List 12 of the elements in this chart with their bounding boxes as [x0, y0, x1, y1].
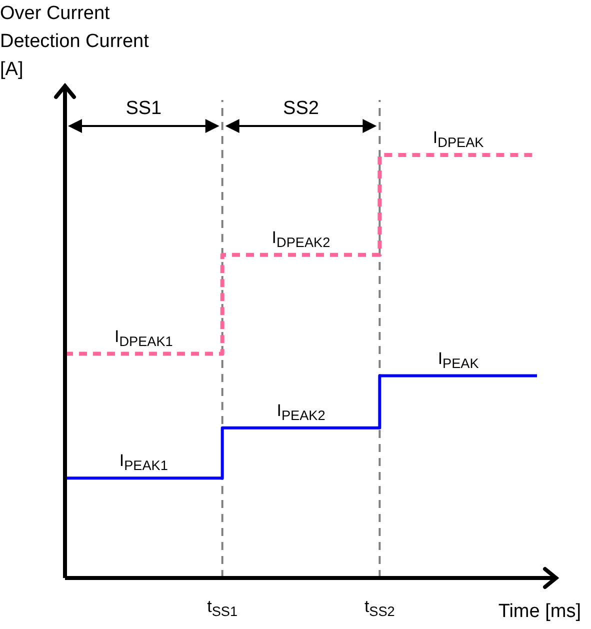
annotation: I$_{PEAK1}$ [119, 451, 168, 473]
x-axis-title: Time [ms] [498, 601, 581, 622]
x-tick-label: t$_{SS1}$ [207, 597, 238, 618]
annotation: I$_{DPEAK1}$ [114, 326, 173, 348]
annotation: I$_{DPEAK2}$ [272, 228, 330, 250]
x-tick-label: t$_{SS2}$ [364, 597, 395, 618]
text: SS2 [283, 98, 319, 119]
y-axis-title: Over Current Detection Current [A] [0, 2, 149, 82]
text: SS1 [126, 98, 162, 119]
annotation: I$_{PEAK}$ [438, 348, 479, 370]
annotation: I$_{DPEAK}$ [432, 128, 484, 150]
annotation: I$_{PEAK2}$ [276, 400, 326, 422]
